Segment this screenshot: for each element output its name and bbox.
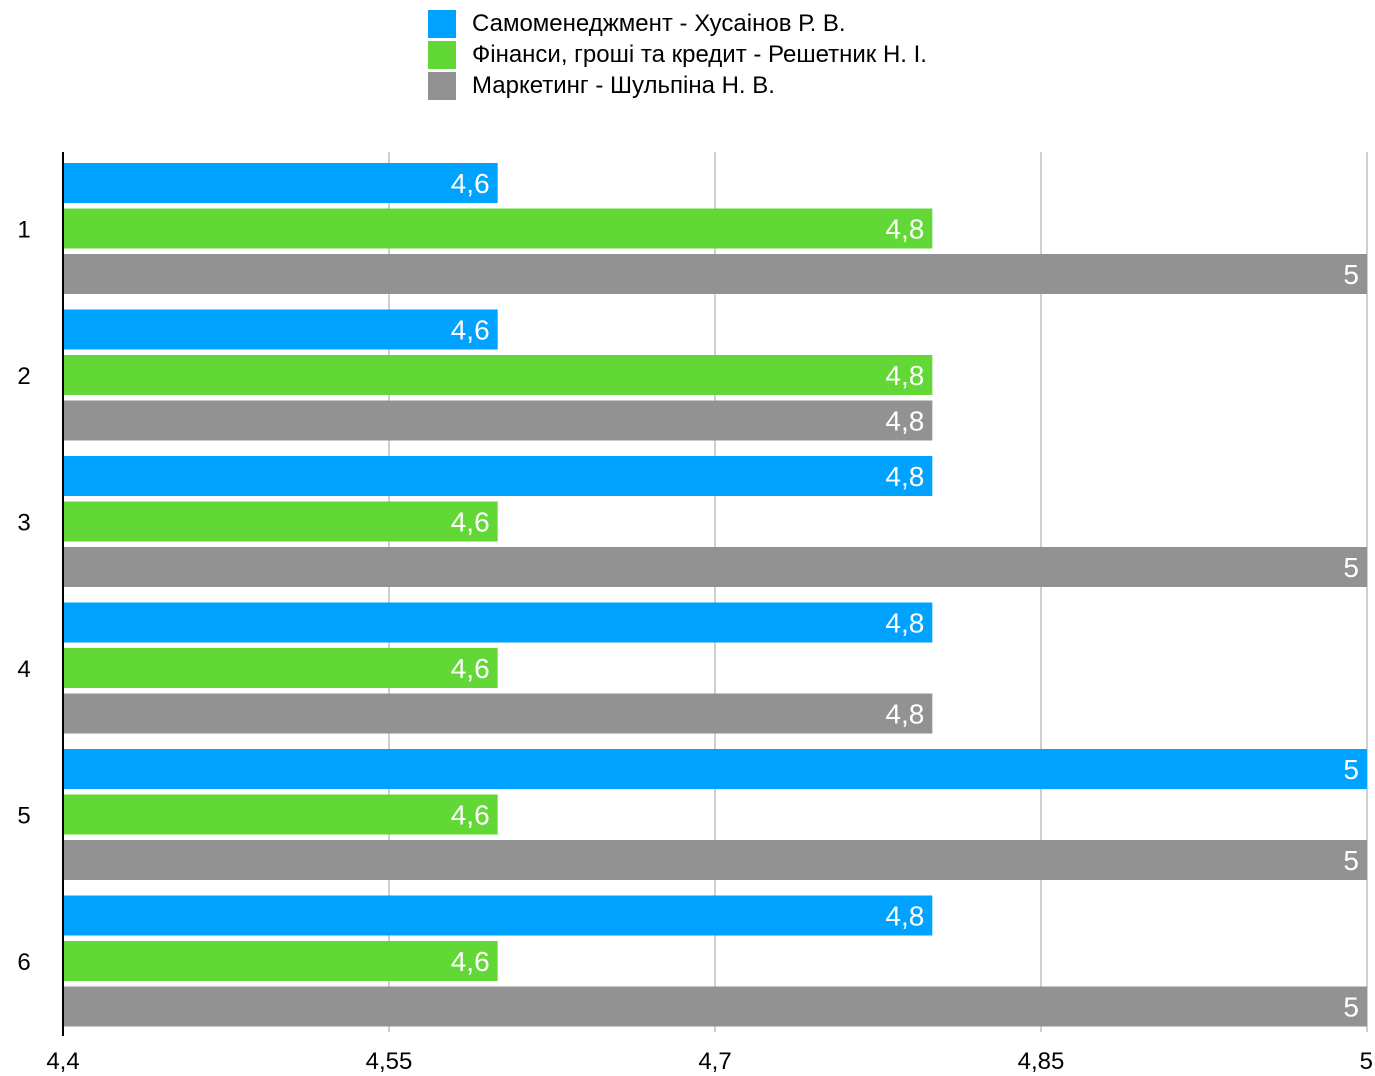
legend-swatch-series-3 <box>428 71 456 100</box>
legend-swatch-series-2 <box>428 40 456 69</box>
chart-legend: Самоменеджмент - Хусаінов Р. В. Фінанси,… <box>428 8 927 101</box>
category-label-6: 6 <box>17 949 30 976</box>
bar-cat3-series3 <box>63 547 1367 587</box>
category-label-1: 1 <box>17 217 30 244</box>
bar-cat2-series3 <box>63 400 933 441</box>
bar-cat5-series3 <box>63 840 1367 880</box>
x-tick-label-4: 5 <box>1360 1048 1373 1075</box>
bar-cat1-series2 <box>63 208 933 249</box>
bar-label-cat5-series2: 4,6 <box>451 800 490 831</box>
bar-label-cat6-series1: 4,8 <box>885 901 924 932</box>
bar-cat3-series2 <box>63 501 498 542</box>
bar-label-cat4-series2: 4,6 <box>451 653 490 684</box>
bar-label-cat5-series3: 5 <box>1343 845 1359 876</box>
bar-label-cat4-series3: 4,8 <box>885 699 924 730</box>
bar-label-cat1-series3: 5 <box>1343 259 1359 290</box>
bar-label-cat3-series1: 4,8 <box>885 461 924 492</box>
x-tick-label-1: 4,55 <box>366 1048 413 1075</box>
bar-cat4-series3 <box>63 693 933 734</box>
bar-label-cat4-series1: 4,8 <box>885 608 924 639</box>
legend-swatch-series-1 <box>428 9 456 38</box>
bar-cat6-series1 <box>63 895 933 936</box>
bar-cat1-series3 <box>63 254 1367 294</box>
bar-label-cat1-series2: 4,8 <box>885 214 924 245</box>
category-label-2: 2 <box>17 363 30 390</box>
bar-cat6-series3 <box>63 986 1367 1027</box>
category-label-4: 4 <box>17 656 30 683</box>
bar-label-cat3-series2: 4,6 <box>451 507 490 538</box>
bar-label-cat2-series1: 4,6 <box>451 315 490 346</box>
category-label-5: 5 <box>17 803 30 830</box>
bar-cat5-series1 <box>63 749 1367 789</box>
legend-label-series-2: Фінанси, гроші та кредит - Решетник Н. І… <box>472 40 927 68</box>
x-tick-label-0: 4,4 <box>46 1048 79 1075</box>
x-tick-label-2: 4,7 <box>698 1048 731 1075</box>
bar-cat1-series1 <box>63 163 498 203</box>
bar-label-cat2-series3: 4,8 <box>885 406 924 437</box>
legend-item-series-2: Фінанси, гроші та кредит - Решетник Н. І… <box>428 39 927 70</box>
bar-cat6-series2 <box>63 941 498 981</box>
legend-item-series-1: Самоменеджмент - Хусаінов Р. В. <box>428 8 927 39</box>
bar-label-cat6-series2: 4,6 <box>451 946 490 977</box>
bar-cat2-series2 <box>63 355 933 395</box>
bar-cat4-series1 <box>63 602 933 643</box>
bar-label-cat1-series1: 4,6 <box>451 168 490 199</box>
bar-cat5-series2 <box>63 794 498 835</box>
x-tick-label-3: 4,85 <box>1018 1048 1065 1075</box>
legend-label-series-3: Маркетинг - Шульпіна Н. В. <box>472 71 775 99</box>
bar-label-cat2-series2: 4,8 <box>885 360 924 391</box>
bar-cat2-series1 <box>63 309 498 350</box>
bar-label-cat5-series1: 5 <box>1343 754 1359 785</box>
legend-label-series-1: Самоменеджмент - Хусаінов Р. В. <box>472 9 846 37</box>
legend-item-series-3: Маркетинг - Шульпіна Н. В. <box>428 70 927 101</box>
bar-cat3-series1 <box>63 456 933 496</box>
bar-label-cat6-series3: 5 <box>1343 992 1359 1023</box>
category-label-3: 3 <box>17 510 30 537</box>
bar-label-cat3-series3: 5 <box>1343 552 1359 583</box>
bar-cat4-series2 <box>63 648 498 688</box>
